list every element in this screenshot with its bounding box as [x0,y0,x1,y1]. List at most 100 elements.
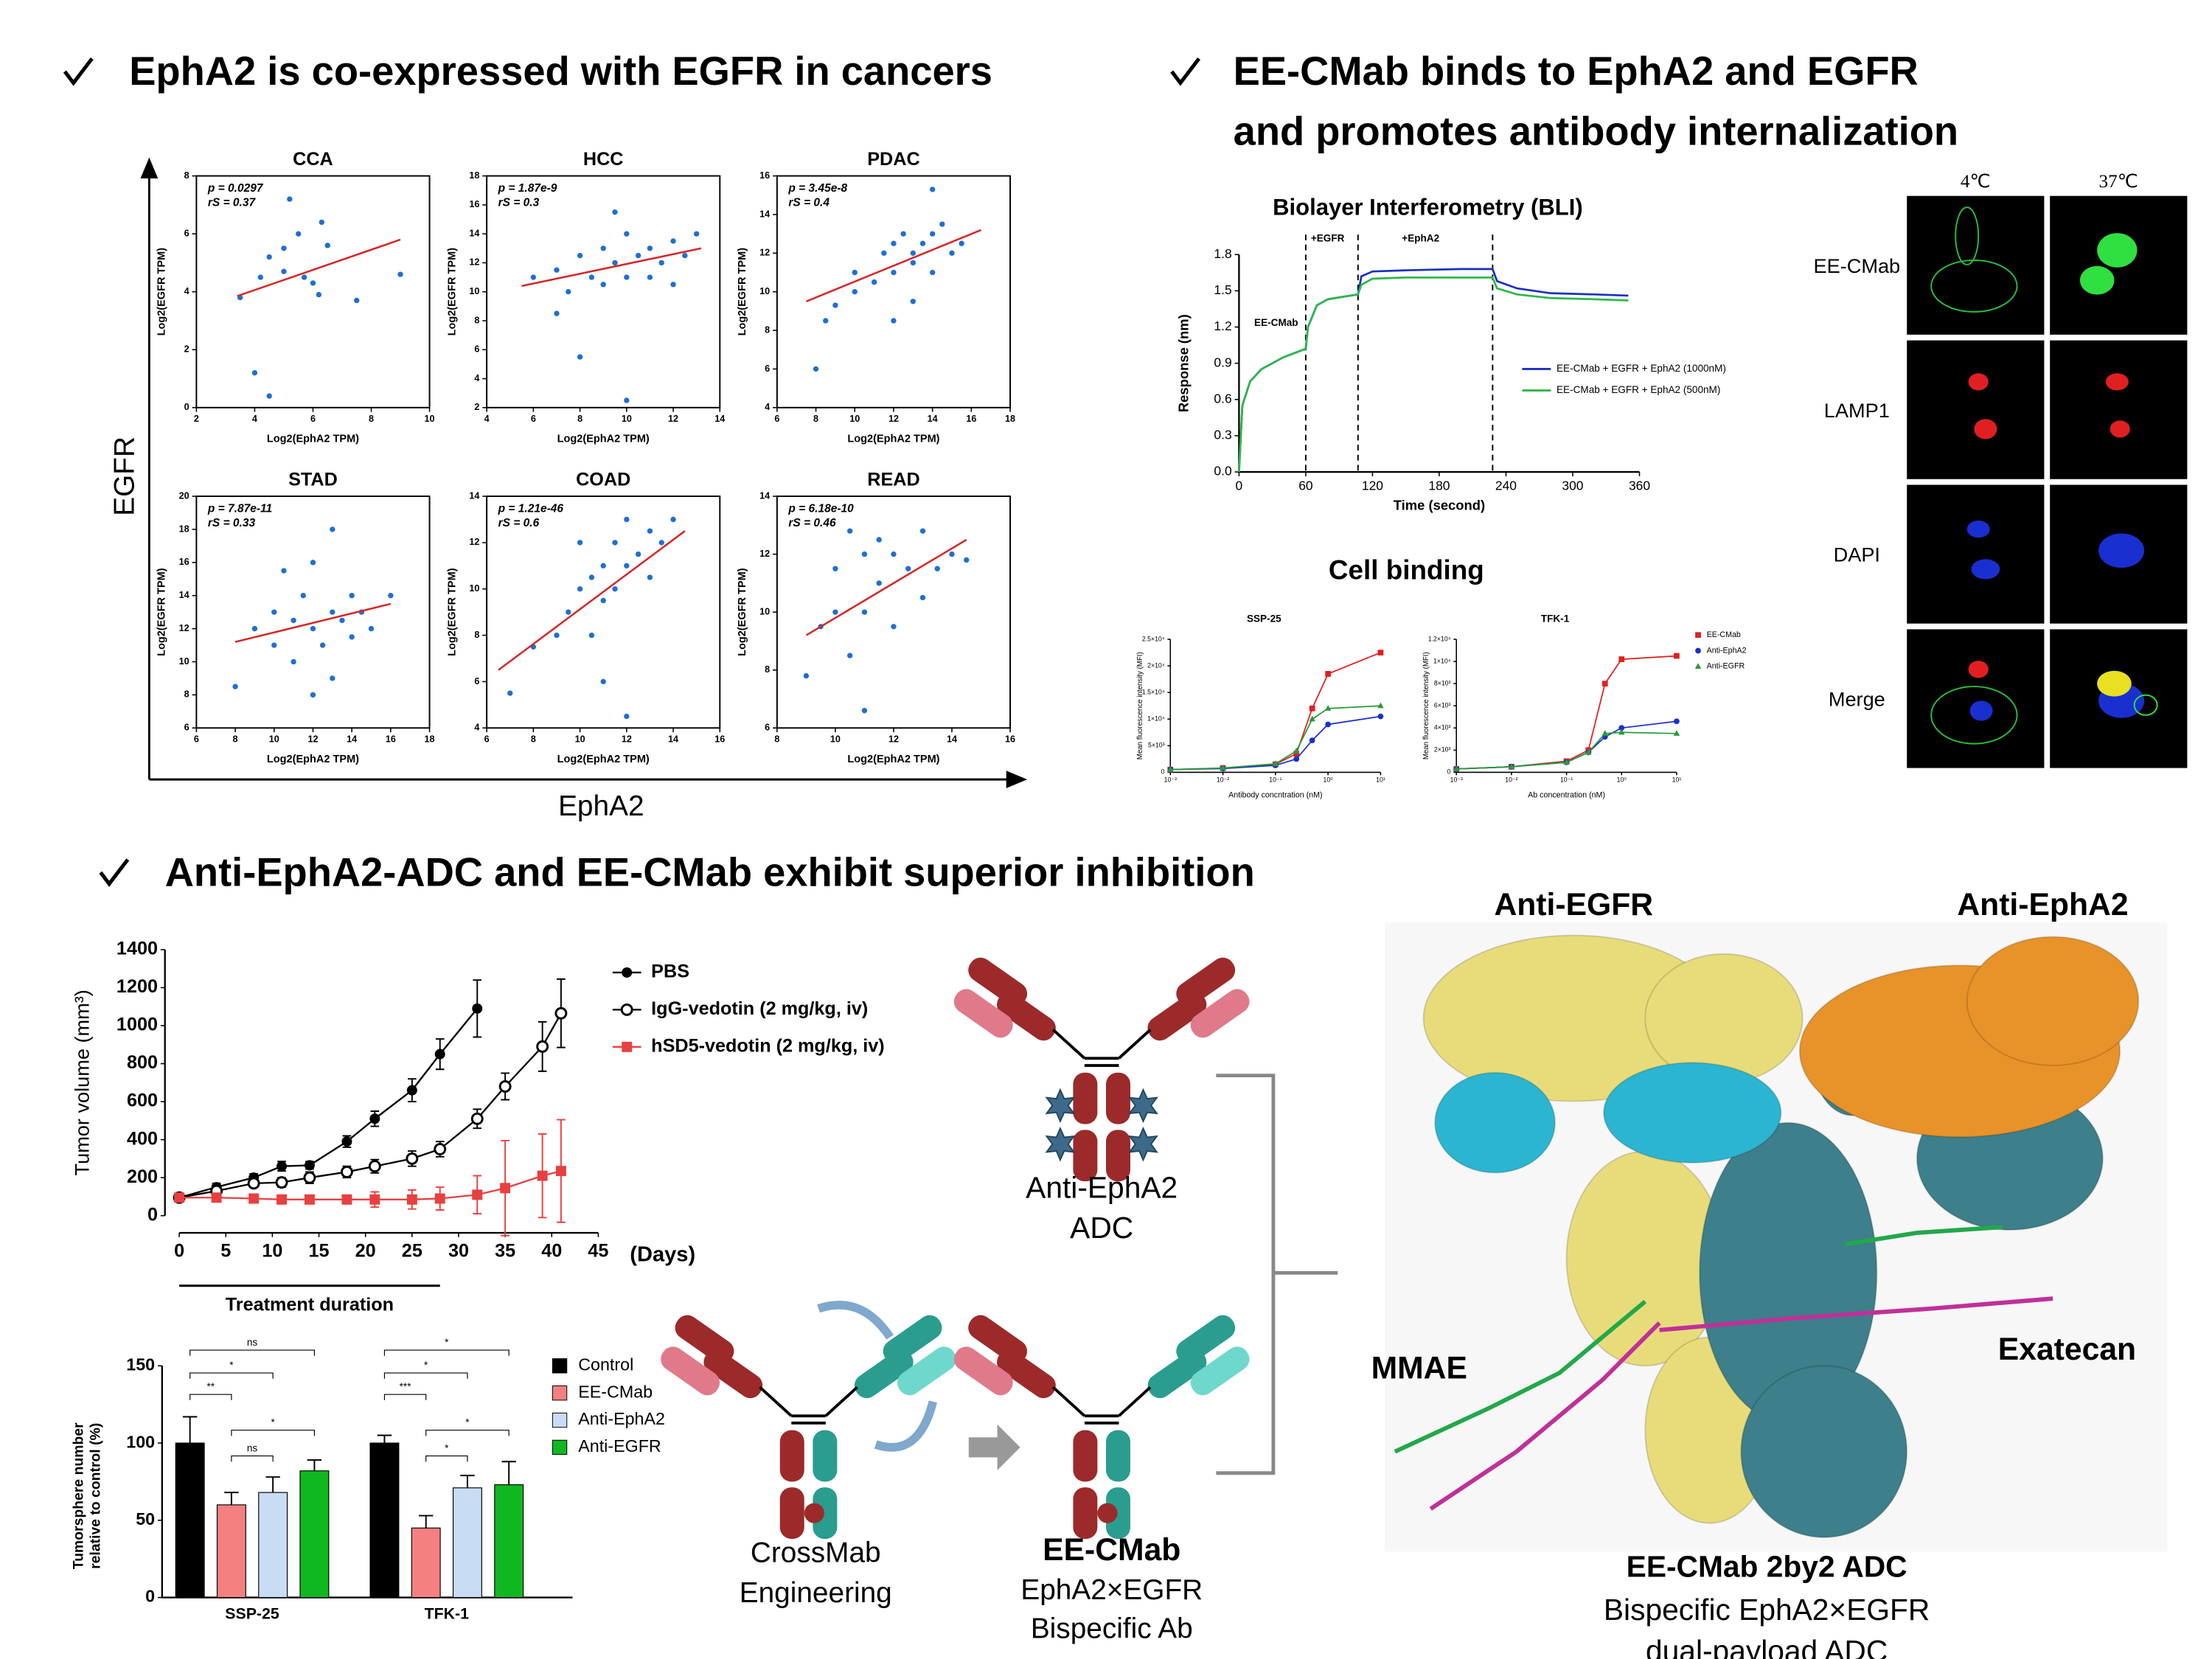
structure-label: dual-payload ADC [1646,1634,1888,1659]
data-marker [406,1152,419,1165]
micrograph [1907,629,2045,768]
trend-line [805,538,967,636]
y-tick-label: 1.5×10⁴ [1142,688,1165,695]
significance-bracket [231,1430,315,1436]
process-arrow [968,1424,1020,1470]
data-point [330,526,335,532]
data-point [846,528,853,534]
data-point [388,593,394,599]
bar [369,1442,400,1599]
signal [2133,694,2158,716]
y-tick-label: 14 [179,590,189,600]
y-tick-label: 1.2×10⁴ [1428,635,1451,642]
data-point [624,274,630,280]
data-point [910,250,916,257]
protein-surface [1603,1062,1782,1164]
data-point [300,593,306,599]
data-point [281,246,287,251]
x-tick-label: 14 [947,734,957,745]
data-line [1170,652,1381,771]
data-marker [1674,718,1680,725]
y-tick-label: 10 [759,607,770,617]
y-tick-label: 6 [765,364,770,374]
data-point [919,594,926,601]
y-tick-label: 16 [469,199,479,209]
data-line [1238,276,1629,473]
data-marker [1618,656,1625,662]
data-point [339,617,345,624]
x-axis-label: Log2(EphA2 TPM) [557,754,650,765]
chart-title: PDAC [867,149,919,170]
stat-label: rS = 0.6 [498,517,540,529]
data-point [310,625,316,632]
x-tick-label: 25 [402,1241,422,1262]
data-point [682,252,688,259]
data-point [612,586,618,592]
stat-label: rS = 0.46 [788,517,836,529]
data-marker [406,1085,417,1096]
y-tick-label: 0.0 [1214,464,1232,479]
y-tick-label: 2 [474,402,479,412]
diagram-label: Engineering [740,1577,892,1609]
treatment-label: Treatment duration [226,1295,394,1315]
data-point [624,563,630,569]
data-marker [1293,756,1300,762]
data-marker [1309,737,1315,743]
legend-swatch [552,1358,568,1374]
payload-star [1127,1088,1158,1124]
x-axis-label: Time (second) [1394,497,1485,512]
data-marker [555,1166,566,1177]
y-axis-label: Log2(EGFR TPM) [446,568,458,656]
stat-label: p = 7.87e-11 [207,503,272,515]
data-point [554,267,560,273]
data-point [929,187,936,192]
data-marker [1601,730,1609,736]
y-tick-label: 6 [184,723,189,733]
plot-frame [195,175,431,408]
data-marker [369,1113,380,1124]
diagram-label: EphA2×EGFR [1020,1574,1203,1606]
arrow-head [1006,771,1028,788]
data-marker [1618,728,1625,735]
diagram-title: EE-CMab [1043,1532,1180,1568]
data-marker [622,1041,633,1052]
x-tick-label: 10¹ [1672,776,1682,784]
y-tick-label: 10 [179,656,189,667]
payload-linker [1845,1225,2003,1247]
signal [1971,559,2000,580]
significance-label: * [445,1337,449,1348]
stat-label: p = 6.18e-10 [787,503,854,515]
data-point [635,551,641,557]
x-tick-label: 8 [369,414,374,424]
antibody-domain [1073,1430,1098,1482]
x-tick-label: 14 [714,414,725,424]
payload-linker [1429,1321,1661,1511]
y-tick-label: 18 [469,170,479,181]
data-point [296,231,302,237]
micrograph [2050,340,2188,479]
signal [1968,661,1989,678]
data-point [310,280,316,286]
data-point [624,713,630,720]
y-tick-label: 18 [179,524,189,534]
data-point [566,609,571,615]
legend-label: EE-CMab [578,1382,653,1401]
legend-label: EE-CMab + EGFR + EphA2 (1000nM) [1557,363,1726,374]
payload-star [1045,1088,1076,1124]
stat-label: rS = 0.33 [208,517,256,529]
significance-label: * [424,1360,428,1371]
data-marker [275,1176,288,1189]
data-point [251,625,258,632]
y-tick-label: 8 [184,689,189,700]
y-tick-label: 10 [759,286,770,296]
annotation: +EphA2 [1402,233,1439,244]
data-point [397,271,403,277]
data-point [959,240,964,246]
antibody-domain [1147,1349,1207,1399]
data-point [891,624,897,630]
checkmarks [63,57,1201,887]
signal [2105,373,2129,391]
x-tick-label: SSP-25 [225,1605,279,1623]
data-marker [536,1040,549,1053]
data-marker [1293,747,1300,754]
